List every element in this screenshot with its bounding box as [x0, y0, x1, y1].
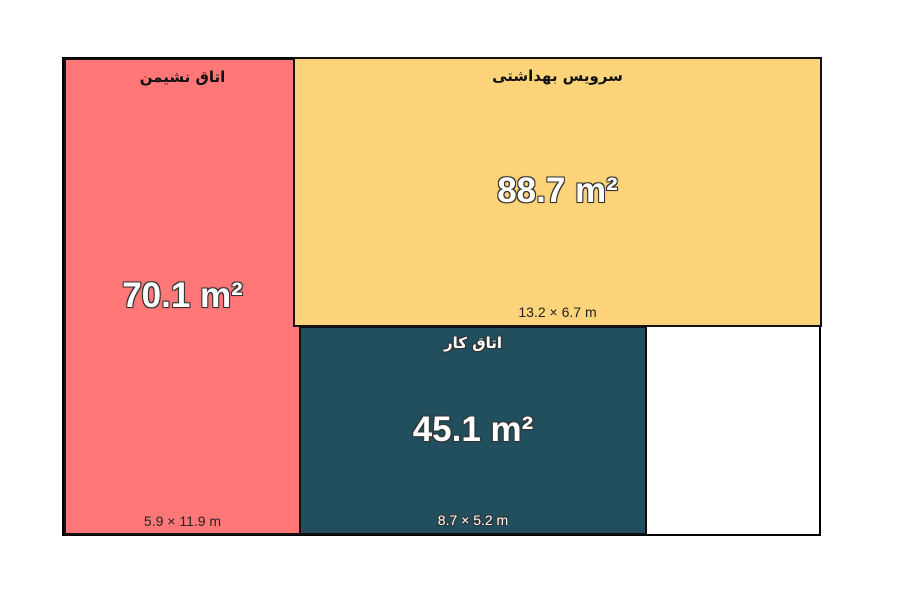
room-work: اتاق کار 45.1 m² 8.7 × 5.2 m [299, 326, 647, 535]
room-service: سرویس بهداشتی 88.7 m² 13.2 × 6.7 m [293, 57, 822, 327]
room-work-name: اتاق کار [443, 334, 503, 352]
room-work-dims: 8.7 × 5.2 m [437, 512, 509, 528]
room-living: اتاق نشیمن 70.1 m² 5.9 × 11.9 m [64, 58, 301, 535]
room-service-area: 88.7 m² [497, 171, 618, 210]
room-service-dims: 13.2 × 6.7 m [518, 304, 597, 320]
room-living-dims: 5.9 × 11.9 m [143, 513, 222, 529]
room-service-name: سرویس بهداشتی [492, 67, 623, 85]
room-work-area: 45.1 m² [412, 410, 534, 449]
room-living-name: اتاق نشیمن [139, 68, 226, 86]
room-living-area: 70.1 m² [122, 276, 243, 315]
